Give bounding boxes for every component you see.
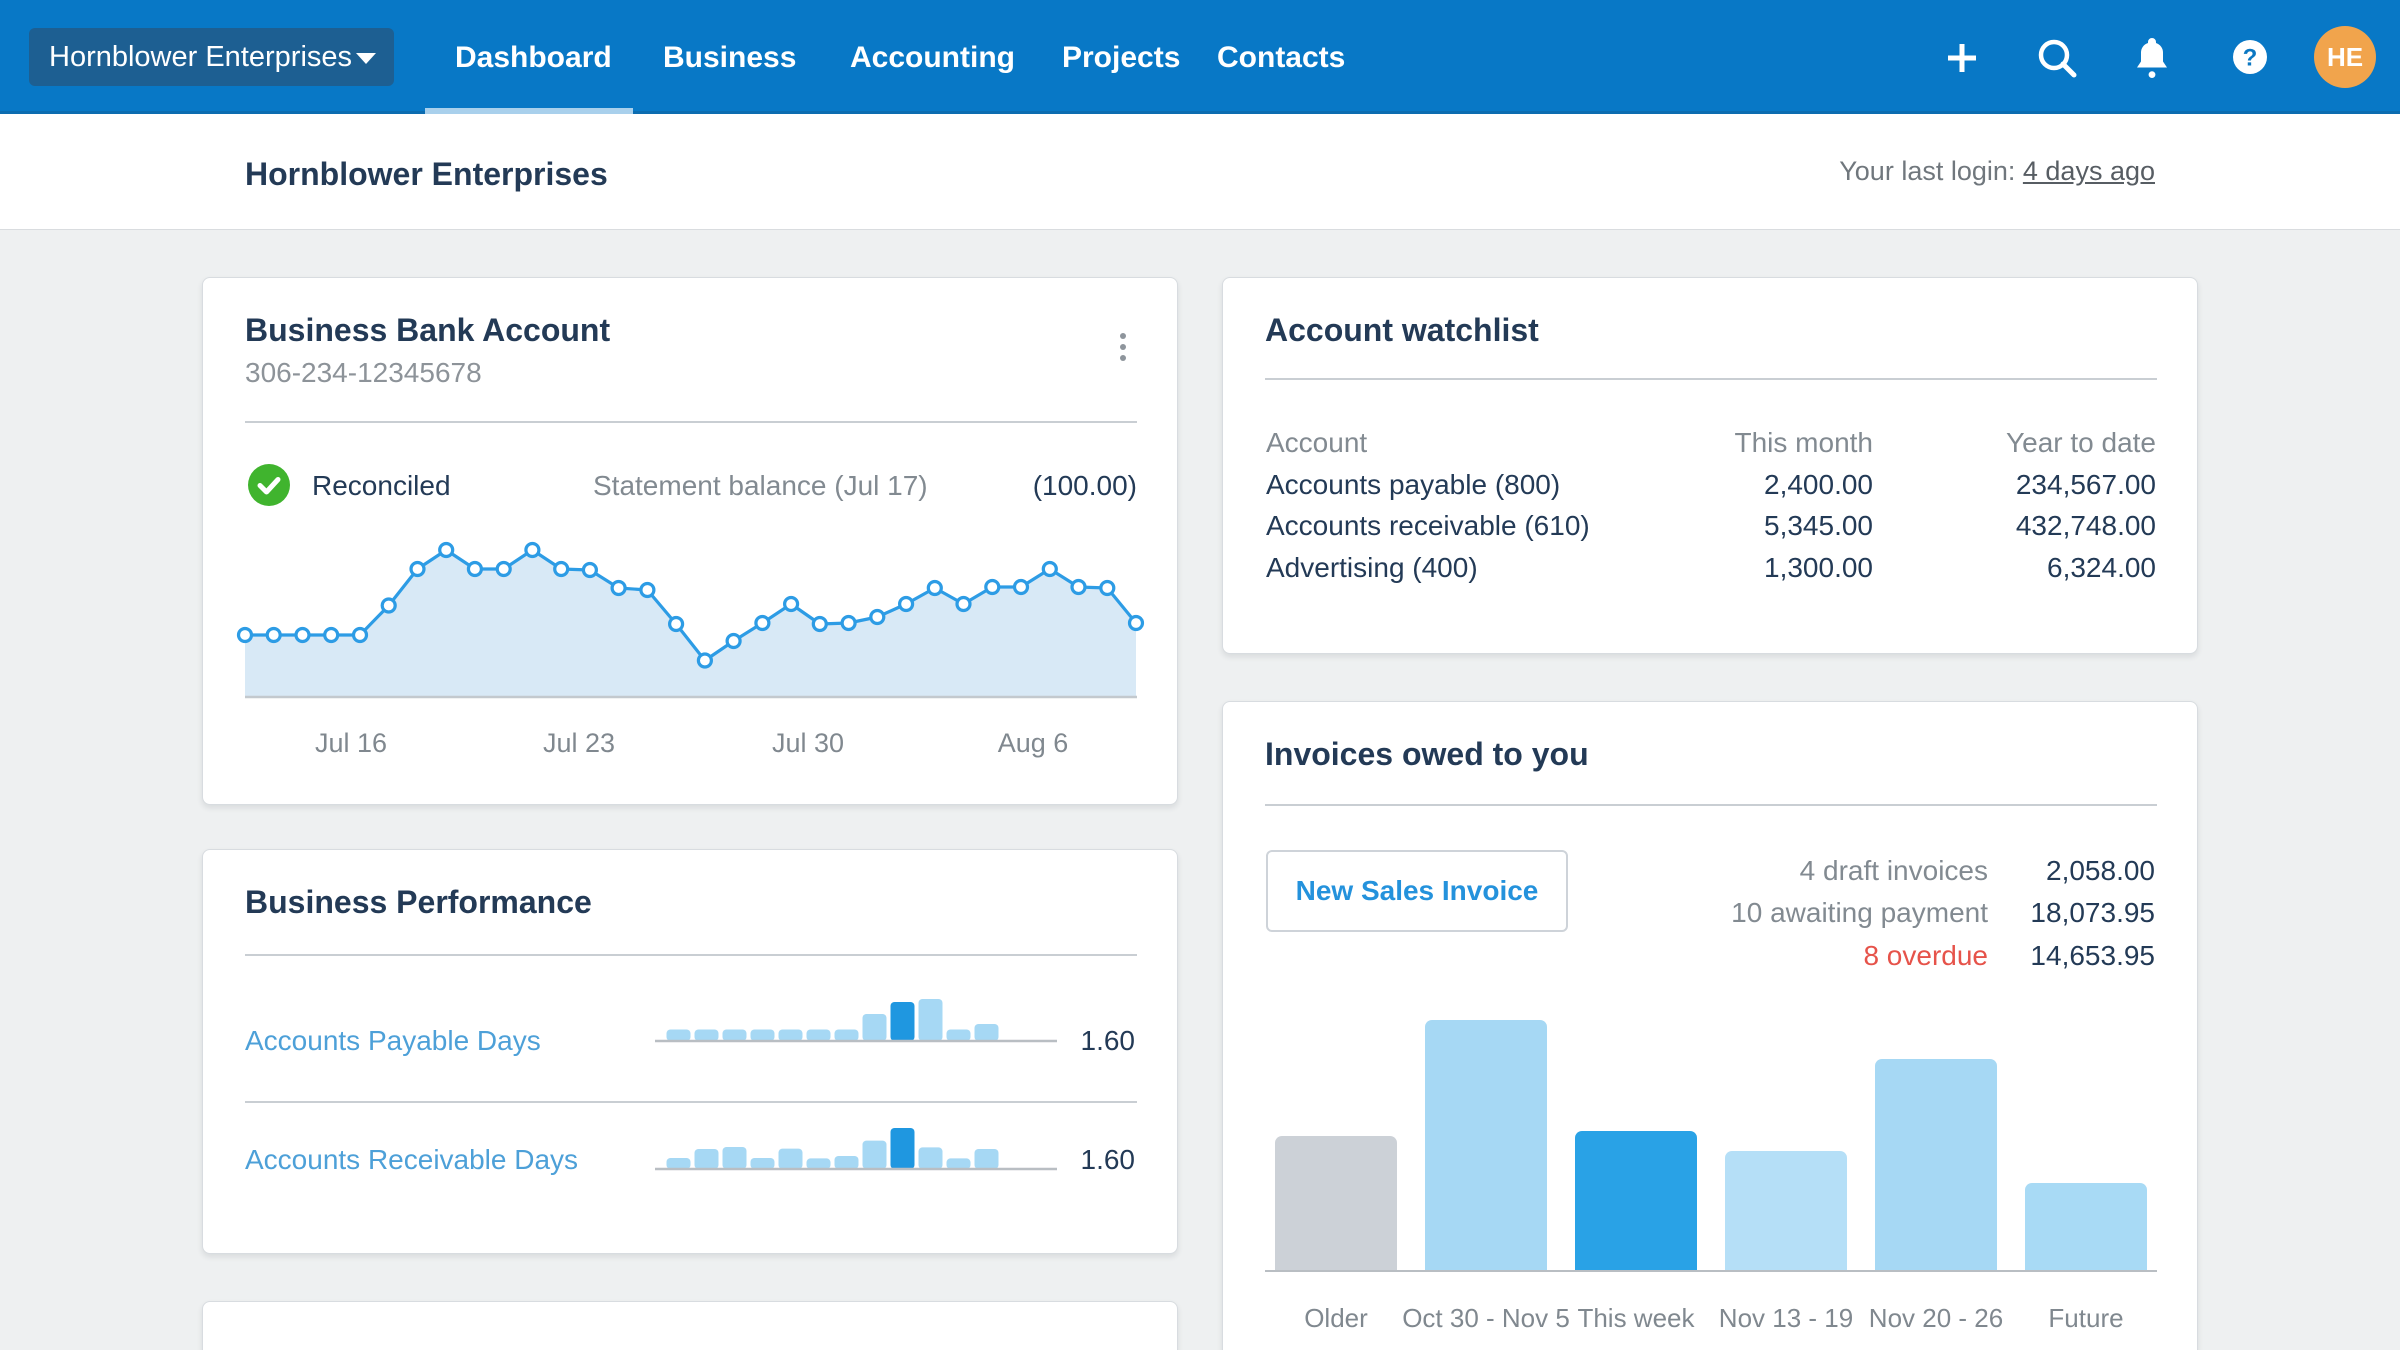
svg-text:Jul 30: Jul 30 — [772, 728, 844, 758]
svg-text:Jul 16: Jul 16 — [315, 728, 387, 758]
svg-text:?: ? — [2243, 45, 2258, 72]
svg-text:Aug 6: Aug 6 — [998, 728, 1069, 758]
svg-text:Jul 23: Jul 23 — [543, 728, 615, 758]
